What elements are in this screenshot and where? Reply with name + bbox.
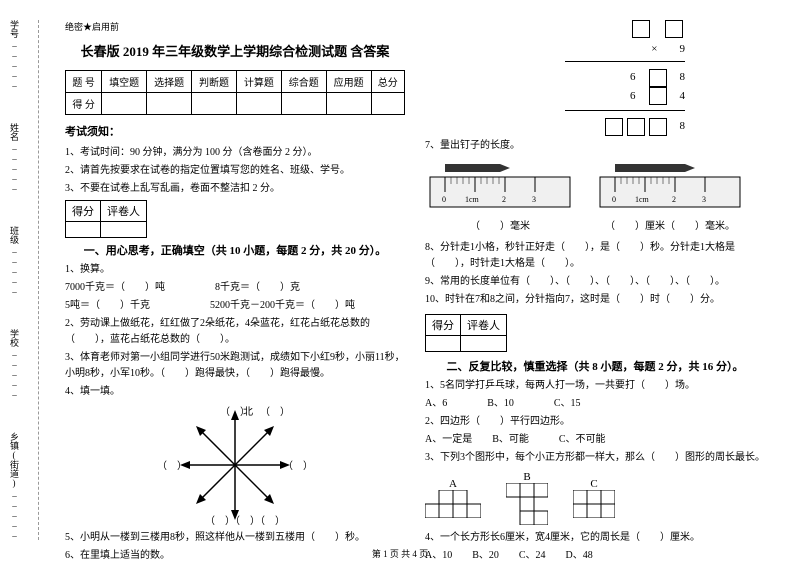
q1-label: 1、换算。 <box>65 262 405 278</box>
svg-text:3: 3 <box>702 195 706 204</box>
q10: 10、时针在7和8之间，分针指向7，这时是（ ）时（ ）分。 <box>425 292 765 308</box>
score-cell: 得分 <box>66 201 101 222</box>
rulers: 0 1cm 2 3 （ ）毫米 0 1cm 2 3 （ ）厘米（ ）毫米。 <box>425 162 765 232</box>
svg-text:2: 2 <box>672 195 676 204</box>
q8: 8、分针走1小格，秒针正好走（ ），是（ ）秒。分针走1大格是（ ），时针走1大… <box>425 240 765 272</box>
notice-1: 1、考试时间：90 分钟，满分为 100 分（含卷面分 2 分）。 <box>65 145 405 160</box>
row-label: 得 分 <box>66 93 102 115</box>
shape-b: B <box>506 471 548 525</box>
secret-label: 绝密★启用前 <box>65 20 405 33</box>
notice-2: 2、请首先按要求在试卷的指定位置填写您的姓名、班级、学号。 <box>65 163 405 178</box>
notice-title: 考试须知： <box>65 123 405 139</box>
sidebar-banji: 班级_____ <box>8 226 21 294</box>
ruler-1: 0 1cm 2 3 （ ）毫米 <box>425 162 575 232</box>
compass: （ ） 北 （ ） （ ） （ ） （ ） （ ） （ ） <box>175 405 295 525</box>
s2-q1: 1、5名同学打乒乓球，每两人打一场，一共要打（ ）场。 <box>425 378 765 394</box>
shape-c: C <box>573 478 615 518</box>
section2-title: 二、反复比较，慎重选择（共 8 小题，每题 2 分，共 16 分）。 <box>425 358 765 374</box>
th-7: 总分 <box>371 71 404 93</box>
s2-q1-opts: A、6 B、10 C、15 <box>425 396 765 412</box>
th-3: 判断题 <box>192 71 237 93</box>
page: 绝密★启用前 长春版 2019 年三年级数学上学期综合检测试题 含答案 题 号 … <box>0 0 800 576</box>
multiplication: × 9 6 8 6 4 8 <box>425 20 765 136</box>
reviewer-cell: 评卷人 <box>101 201 147 222</box>
svg-text:3: 3 <box>532 195 536 204</box>
th-5: 综合题 <box>281 71 326 93</box>
sidebar-xuehao: 学号_____ <box>8 20 21 88</box>
right-column: × 9 6 8 6 4 8 7、量出钉子的长度。 0 1cm 2 3 （ ）毫米 <box>415 20 775 566</box>
sidebar-xuexiao: 学校_____ <box>8 329 21 397</box>
th-4: 计算题 <box>236 71 281 93</box>
s2-q3: 3、下列3个图形中，每个小正方形都一样大，那么（ ）图形的周长最长。 <box>425 450 765 466</box>
q7: 7、量出钉子的长度。 <box>425 138 765 154</box>
th-2: 选择题 <box>147 71 192 93</box>
svg-text:1cm: 1cm <box>635 195 650 204</box>
reviewer-cell-2: 评卷人 <box>461 314 507 335</box>
compass-svg <box>175 405 295 525</box>
ruler-2: 0 1cm 2 3 （ ）厘米（ ）毫米。 <box>595 162 745 232</box>
svg-text:1cm: 1cm <box>465 195 480 204</box>
th-1: 填空题 <box>102 71 147 93</box>
shape-a: A <box>425 478 481 518</box>
ruler1-answer: （ ）毫米 <box>425 217 575 232</box>
s2-q4: 4、一个长方形长6厘米，宽4厘米，它的周长是（ ）厘米。 <box>425 530 765 546</box>
s2-q2-opts: A、一定是 B、可能 C、不可能 <box>425 432 765 448</box>
svg-text:2: 2 <box>502 195 506 204</box>
q1-a: 7000千克＝（ ）吨 8千克＝（ ）克 <box>65 280 405 296</box>
shapes: A B C <box>425 471 765 525</box>
q4: 4、填一填。 <box>65 384 405 400</box>
fold-line <box>38 20 39 540</box>
section1-title: 一、用心思考，正确填空（共 10 小题，每题 2 分，共 20 分）。 <box>65 242 405 258</box>
sidebar-xiangzhen: 乡镇(街道)_____ <box>8 432 21 538</box>
score-table: 题 号 填空题 选择题 判断题 计算题 综合题 应用题 总分 得 分 <box>65 70 405 115</box>
notice-3: 3、不要在试卷上乱写乱画，卷面不整洁扣 2 分。 <box>65 181 405 196</box>
th-6: 应用题 <box>326 71 371 93</box>
left-column: 绝密★启用前 长春版 2019 年三年级数学上学期综合检测试题 含答案 题 号 … <box>55 20 415 566</box>
score-cell-2: 得分 <box>426 314 461 335</box>
sidebar-xingming: 姓名_____ <box>8 123 21 191</box>
q1-b: 5吨＝（ ）千克 5200千克－200千克＝（ ）吨 <box>65 298 405 314</box>
q5: 5、小明从一楼到三楼用8秒，照这样他从一楼到五楼用（ ）秒。 <box>65 530 405 546</box>
ruler2-answer: （ ）厘米（ ）毫米。 <box>595 217 745 232</box>
footer: 第 1 页 共 4 页 <box>0 547 800 560</box>
sidebar: 学号_____ 姓名_____ 班级_____ 学校_____ 乡镇(街道)__… <box>8 20 48 540</box>
svg-text:0: 0 <box>442 195 446 204</box>
q3: 3、体育老师对第一小组同学进行50米跑测试，成绩如下小红9秒，小丽11秒，小明8… <box>65 350 405 382</box>
th-0: 题 号 <box>66 71 102 93</box>
q9: 9、常用的长度单位有（ ）、（ ）、（ ）、（ ）、（ ）。 <box>425 274 765 290</box>
main-title: 长春版 2019 年三年级数学上学期综合检测试题 含答案 <box>65 41 405 60</box>
svg-text:0: 0 <box>612 195 616 204</box>
s2-q2: 2、四边形（ ）平行四边形。 <box>425 414 765 430</box>
q2: 2、劳动课上做纸花，红红做了2朵纸花，4朵蓝花，红花占纸花总数的（ ），蓝花占纸… <box>65 316 405 348</box>
